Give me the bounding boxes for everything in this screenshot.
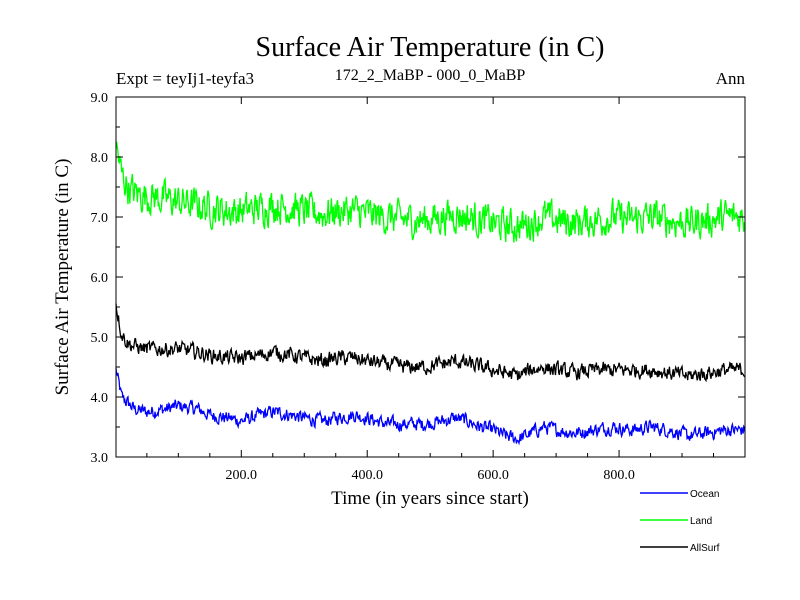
chart-subtitle-season: Ann xyxy=(716,69,746,88)
legend: Ocean Land AllSurf xyxy=(640,489,720,554)
x-tick-label: 400.0 xyxy=(351,468,383,483)
series-line-land xyxy=(115,141,746,243)
series-layer xyxy=(115,141,746,446)
series-line-allsurf xyxy=(115,303,746,383)
legend-label-ocean: Ocean xyxy=(690,489,719,500)
plot-frame xyxy=(115,96,746,458)
x-tick-label: 800.0 xyxy=(603,468,635,483)
chart-title: Surface Air Temperature (in C) xyxy=(256,32,605,63)
y-axis: 3.0 4.0 5.0 6.0 7.0 8.0 9.0 xyxy=(91,91,745,466)
legend-label-land: Land xyxy=(690,516,712,527)
y-tick-label: 3.0 xyxy=(91,451,109,466)
chart-subtitle-period: 172_2_MaBP - 000_0_MaBP xyxy=(335,67,526,84)
y-tick-label: 6.0 xyxy=(91,271,109,286)
x-axis-label: Time (in years since start) xyxy=(331,488,529,509)
x-tick-label: 200.0 xyxy=(226,468,258,483)
legend-label-allsurf: AllSurf xyxy=(690,543,720,554)
x-tick-label: 600.0 xyxy=(477,468,509,483)
y-tick-label: 5.0 xyxy=(91,331,109,346)
y-tick-label: 9.0 xyxy=(91,91,109,106)
chart-subtitle-experiment: Expt = teyIj1-teyfa3 xyxy=(116,69,254,88)
y-tick-label: 4.0 xyxy=(91,391,109,406)
x-axis: 200.0 400.0 600.0 800.0 xyxy=(146,97,715,483)
y-axis-label: Surface Air Temperature (in C) xyxy=(52,159,73,396)
y-tick-label: 7.0 xyxy=(91,211,109,226)
series-line-ocean xyxy=(115,368,746,446)
y-tick-label: 8.0 xyxy=(91,151,109,166)
